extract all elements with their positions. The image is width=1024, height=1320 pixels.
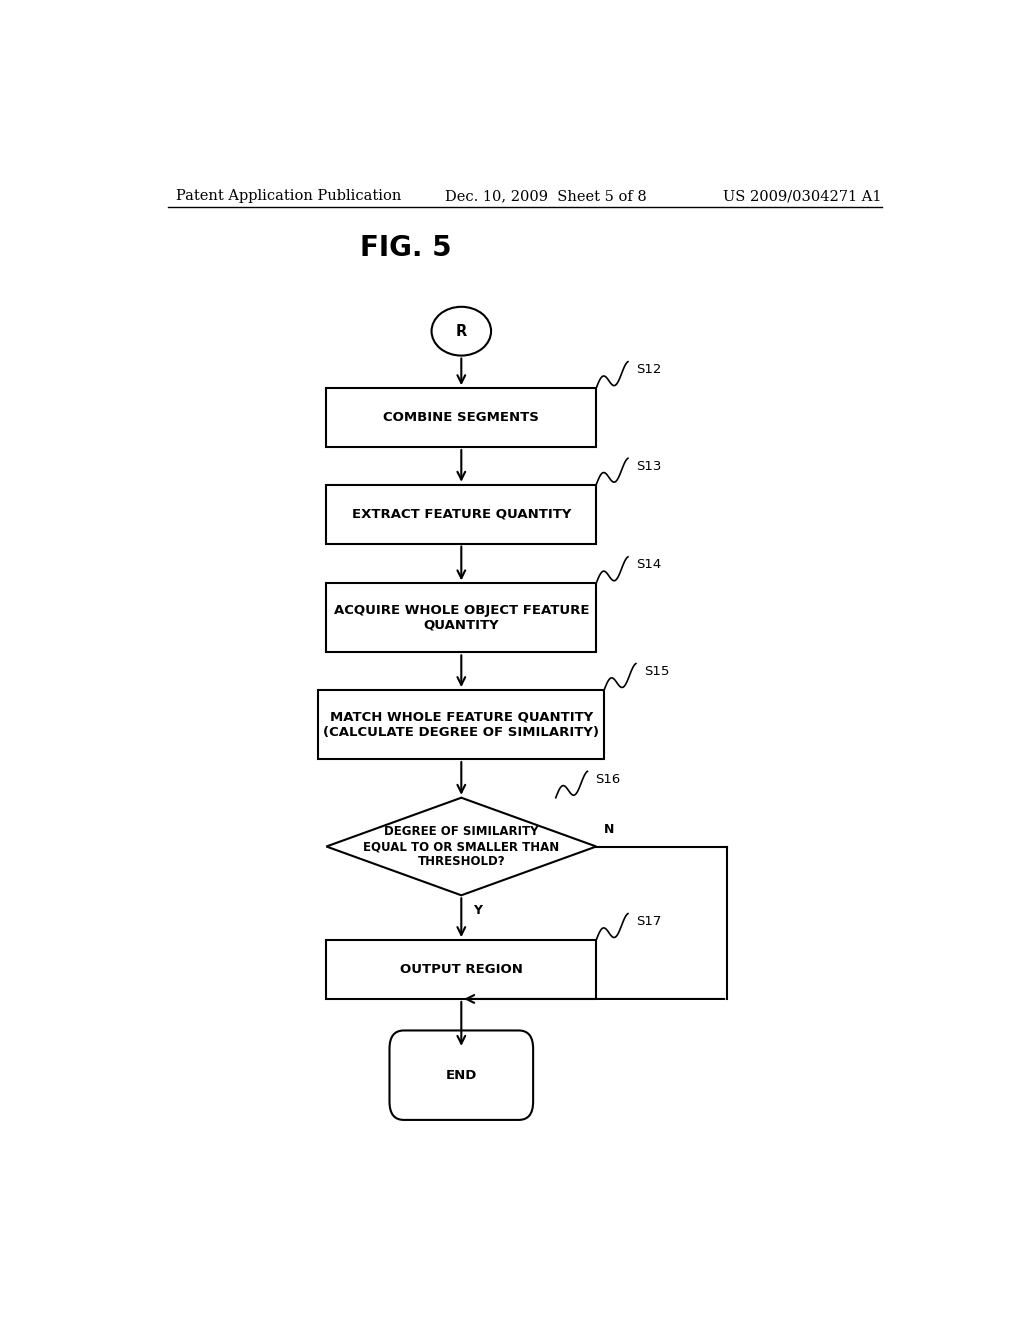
Text: N: N <box>604 824 614 837</box>
Text: COMBINE SEGMENTS: COMBINE SEGMENTS <box>383 411 540 424</box>
Text: S12: S12 <box>636 363 662 376</box>
FancyBboxPatch shape <box>327 940 596 999</box>
Text: S13: S13 <box>636 459 662 473</box>
Text: US 2009/0304271 A1: US 2009/0304271 A1 <box>723 189 882 203</box>
Ellipse shape <box>431 306 492 355</box>
Text: Y: Y <box>473 904 482 917</box>
Text: DEGREE OF SIMILARITY
EQUAL TO OR SMALLER THAN
THRESHOLD?: DEGREE OF SIMILARITY EQUAL TO OR SMALLER… <box>364 825 559 869</box>
Text: ACQUIRE WHOLE OBJECT FEATURE
QUANTITY: ACQUIRE WHOLE OBJECT FEATURE QUANTITY <box>334 603 589 632</box>
FancyBboxPatch shape <box>327 583 596 652</box>
Text: FIG. 5: FIG. 5 <box>360 234 452 261</box>
Text: S16: S16 <box>595 774 621 785</box>
Text: Dec. 10, 2009  Sheet 5 of 8: Dec. 10, 2009 Sheet 5 of 8 <box>445 189 647 203</box>
FancyBboxPatch shape <box>389 1031 534 1119</box>
FancyBboxPatch shape <box>318 690 604 759</box>
Text: S14: S14 <box>636 558 662 572</box>
Text: OUTPUT REGION: OUTPUT REGION <box>400 964 522 975</box>
Text: END: END <box>445 1069 477 1081</box>
Text: EXTRACT FEATURE QUANTITY: EXTRACT FEATURE QUANTITY <box>351 508 571 520</box>
Text: S15: S15 <box>644 665 670 678</box>
Text: R: R <box>456 323 467 339</box>
Text: Patent Application Publication: Patent Application Publication <box>176 189 401 203</box>
Polygon shape <box>327 797 596 895</box>
Text: S17: S17 <box>636 915 662 928</box>
Text: MATCH WHOLE FEATURE QUANTITY
(CALCULATE DEGREE OF SIMILARITY): MATCH WHOLE FEATURE QUANTITY (CALCULATE … <box>324 710 599 738</box>
FancyBboxPatch shape <box>327 484 596 544</box>
FancyBboxPatch shape <box>327 388 596 447</box>
